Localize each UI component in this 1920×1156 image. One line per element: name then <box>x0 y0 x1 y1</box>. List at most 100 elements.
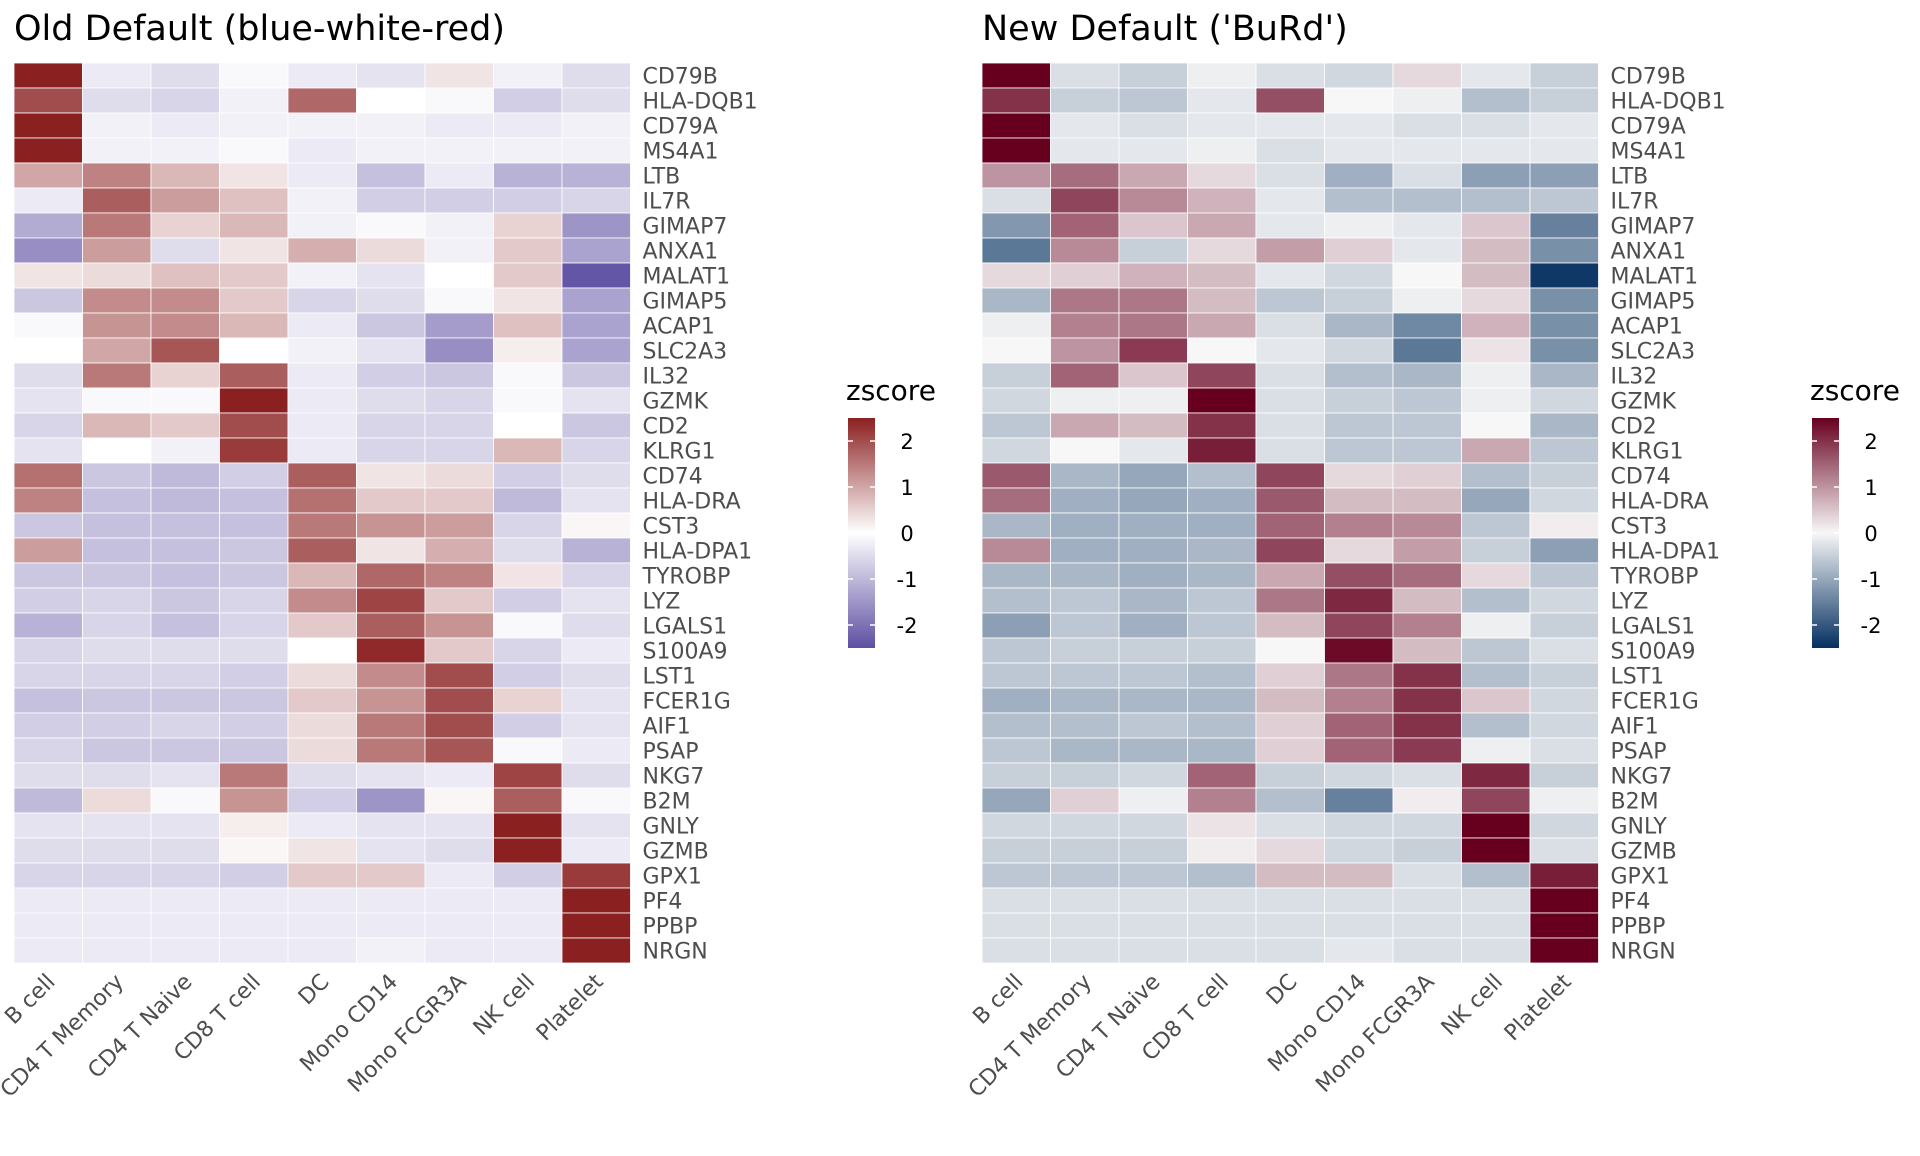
heatmap-cell <box>1255 937 1325 964</box>
heatmap-cell <box>1050 287 1120 314</box>
heatmap-cell <box>1461 512 1531 539</box>
heatmap-cell <box>1187 162 1257 189</box>
heatmap-cell <box>1461 162 1531 189</box>
heatmap-cell <box>82 287 152 314</box>
y-tick-label: HLA-DRA <box>643 490 741 515</box>
heatmap-cell <box>219 712 289 739</box>
heatmap-cell <box>1324 812 1394 839</box>
heatmap-cell <box>82 312 152 339</box>
heatmap-cell <box>1529 87 1599 114</box>
heatmap-cell <box>1461 412 1531 439</box>
heatmap-cell <box>561 512 631 539</box>
heatmap-cell <box>82 562 152 589</box>
heatmap-cell <box>150 712 220 739</box>
heatmap-cell <box>13 137 83 164</box>
heatmap-cell <box>287 587 357 614</box>
heatmap-cell <box>1255 262 1325 289</box>
heatmap-cell <box>981 62 1051 89</box>
heatmap-cell <box>1050 362 1120 389</box>
heatmap-cell <box>287 87 357 114</box>
heatmap-cell <box>1529 637 1599 664</box>
heatmap-cell <box>1461 762 1531 789</box>
heatmap-cell <box>287 412 357 439</box>
heatmap-cell <box>981 137 1051 164</box>
heatmap-cell <box>981 512 1051 539</box>
y-tick-label: CST3 <box>1611 515 1668 540</box>
heatmap-cell <box>1255 787 1325 814</box>
heatmap-cell <box>1187 387 1257 414</box>
heatmap-cell <box>424 587 494 614</box>
heatmap-cell <box>1392 262 1462 289</box>
heatmap-cell <box>13 837 83 864</box>
heatmap-cell <box>287 212 357 239</box>
heatmap-cell <box>1324 712 1394 739</box>
y-tick-label: GZMB <box>1611 840 1677 865</box>
heatmap-cell <box>1187 612 1257 639</box>
heatmap-cell <box>150 912 220 939</box>
heatmap-cell <box>424 62 494 89</box>
heatmap-cell <box>150 662 220 689</box>
heatmap-cell <box>82 512 152 539</box>
heatmap-cell <box>1050 462 1120 489</box>
heatmap-cell <box>1461 862 1531 889</box>
heatmap-cell <box>356 437 426 464</box>
colorbar-tick-label: -2 <box>1861 614 1882 638</box>
heatmap-cell <box>1255 812 1325 839</box>
y-tick-label: NRGN <box>1611 940 1676 965</box>
heatmap-cell <box>1392 512 1462 539</box>
heatmap-cell <box>219 387 289 414</box>
heatmap-cell <box>1324 837 1394 864</box>
heatmap-cell <box>981 437 1051 464</box>
heatmap-cell <box>1255 337 1325 364</box>
heatmap-cell <box>561 562 631 589</box>
heatmap-cell <box>493 162 563 189</box>
heatmap-cell <box>1187 912 1257 939</box>
heatmap-cell <box>356 187 426 214</box>
heatmap-cell <box>287 662 357 689</box>
heatmap-cell <box>356 362 426 389</box>
heatmap-cell <box>1529 562 1599 589</box>
heatmap-cell <box>561 287 631 314</box>
heatmap-cell <box>356 462 426 489</box>
heatmap-cell <box>561 162 631 189</box>
heatmap-cell <box>1255 512 1325 539</box>
heatmap-cell <box>1392 787 1462 814</box>
heatmap-cell <box>1529 412 1599 439</box>
heatmap-cell <box>1529 162 1599 189</box>
heatmap-cell <box>219 887 289 914</box>
heatmap-cell <box>561 737 631 764</box>
heatmap-cell <box>1392 287 1462 314</box>
heatmap-cell <box>1118 587 1188 614</box>
heatmap-cell <box>356 412 426 439</box>
heatmap-cell <box>493 362 563 389</box>
heatmap-cell <box>1324 312 1394 339</box>
heatmap-cell <box>219 62 289 89</box>
heatmap-cell <box>424 212 494 239</box>
heatmap-cell <box>1529 812 1599 839</box>
heatmap-cell <box>1118 687 1188 714</box>
heatmap-cell <box>150 937 220 964</box>
heatmap-cell <box>1050 137 1120 164</box>
heatmap-cell <box>82 162 152 189</box>
heatmap-cell <box>493 87 563 114</box>
heatmap-cell <box>1255 637 1325 664</box>
heatmap-cell <box>219 237 289 264</box>
heatmap-cell <box>356 112 426 139</box>
heatmap-cell <box>1461 62 1531 89</box>
heatmap-cell <box>424 87 494 114</box>
heatmap-cell <box>219 687 289 714</box>
heatmap-cell <box>1118 87 1188 114</box>
heatmap-cell <box>1050 837 1120 864</box>
heatmap-cell <box>981 587 1051 614</box>
heatmap-cell <box>424 787 494 814</box>
heatmap-cell <box>1324 637 1394 664</box>
heatmap-cell <box>13 912 83 939</box>
heatmap-cell <box>1392 937 1462 964</box>
x-tick-label: CD4 T Memory <box>964 970 1097 1103</box>
y-tick-label: ACAP1 <box>1611 315 1683 340</box>
heatmap-cell <box>981 112 1051 139</box>
heatmap-cell <box>561 362 631 389</box>
heatmap-cell <box>82 887 152 914</box>
heatmap-cell <box>219 187 289 214</box>
heatmap-cell <box>1255 437 1325 464</box>
